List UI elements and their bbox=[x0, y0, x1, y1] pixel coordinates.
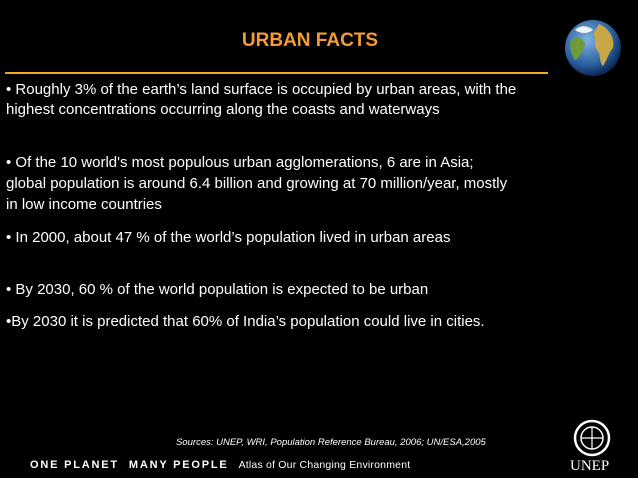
bullet-line: •By 2030 it is predicted that 60% of Ind… bbox=[6, 313, 485, 330]
bullet-line: • Of the 10 world's most populous urban … bbox=[6, 154, 474, 171]
bullet-line: • In 2000, about 47 % of the world’s pop… bbox=[6, 229, 451, 246]
footer: ONE PLANET MANY PEOPLE Atlas of Our Changi… bbox=[30, 459, 410, 471]
footer-many-people: MANY PEOPLE bbox=[128, 459, 229, 471]
unep-logo: UNEP bbox=[570, 458, 610, 474]
bullet-line: in low income countries bbox=[6, 196, 162, 213]
footer-atlas: Atlas of Our Changing Environment bbox=[238, 459, 411, 471]
sources: Sources: UNEP, WRI, Population Reference… bbox=[176, 437, 486, 448]
globe-icon bbox=[565, 20, 621, 76]
bullet-line: • Roughly 3% of the earth’s land surface… bbox=[6, 81, 517, 98]
slide-title: URBAN FACTS bbox=[241, 30, 379, 51]
bullet-line: highest concentrations occurring along t… bbox=[6, 101, 440, 118]
unep-emblem bbox=[573, 419, 611, 457]
title-rule bbox=[5, 72, 548, 74]
bullet-line: • By 2030, 60 % of the world population … bbox=[6, 281, 429, 298]
bullet-line: global population is around 6.4 billion … bbox=[6, 175, 508, 192]
footer-one-planet: ONE PLANET bbox=[30, 459, 119, 471]
